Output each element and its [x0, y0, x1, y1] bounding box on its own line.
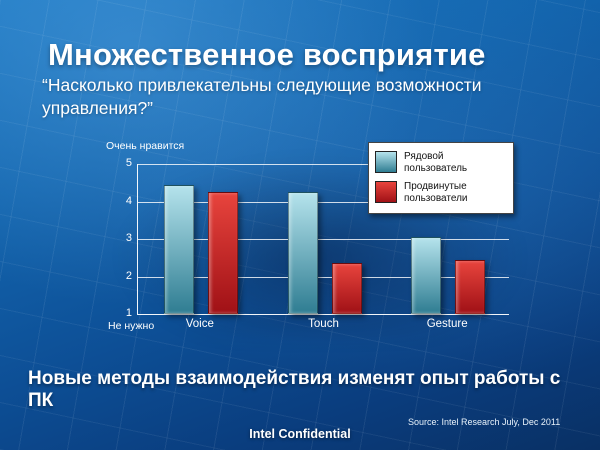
- legend-item-advanced: Продвинутые пользователи: [375, 178, 507, 208]
- footer-confidential: Intel Confidential: [249, 427, 351, 441]
- conclusion-text: Новые методы взаимодействия изменят опыт…: [28, 368, 561, 411]
- y-tick-label: 5: [125, 157, 132, 169]
- y-tick-label: 1: [125, 307, 132, 319]
- chart-legend: Рядовой пользователь Продвинутые пользова…: [368, 142, 514, 214]
- x-category-label: Touch: [308, 318, 339, 330]
- plot-area: 5 4 3 2 1 Voice Touch Gesture: [126, 157, 509, 330]
- y-tick-label: 2: [125, 269, 132, 282]
- y-axis-bottom-label: Не нужно: [108, 320, 155, 332]
- gridline: [138, 201, 509, 203]
- bar-gesture-regular: [411, 237, 442, 314]
- y-tick-label: 4: [125, 194, 132, 207]
- gridline: [138, 164, 509, 165]
- legend-label: Рядовой пользователь: [404, 151, 468, 174]
- legend-item-regular: Рядовой пользователь: [375, 148, 507, 178]
- bar-voice-advanced: [207, 192, 238, 314]
- y-tick-label: 3: [125, 232, 132, 244]
- bar-touch-regular: [287, 192, 318, 314]
- bar-chart: Очень нравится 5 4 3 2 1 Voice Touch Gesture Не…: [100, 138, 540, 352]
- y-axis-top-label: Очень нравится: [106, 140, 185, 152]
- x-category-label: Voice: [185, 318, 214, 330]
- legend-swatch-advanced: [375, 181, 397, 203]
- gridline: [138, 239, 509, 240]
- legend-label: Продвинутые пользователи: [404, 181, 468, 204]
- gridline: [138, 276, 509, 278]
- bar-gesture-advanced: [455, 259, 486, 314]
- source-text: Source: Intel Research July, Dec 2011: [408, 417, 561, 427]
- slide-title: Множественное восприятие: [48, 36, 486, 72]
- x-category-label: Gesture: [426, 318, 468, 330]
- survey-question: “Насколько привлекательны следующие возм…: [42, 75, 482, 118]
- legend-swatch-regular: [375, 151, 397, 173]
- bar-voice-regular: [163, 184, 194, 314]
- bar-touch-advanced: [331, 263, 362, 314]
